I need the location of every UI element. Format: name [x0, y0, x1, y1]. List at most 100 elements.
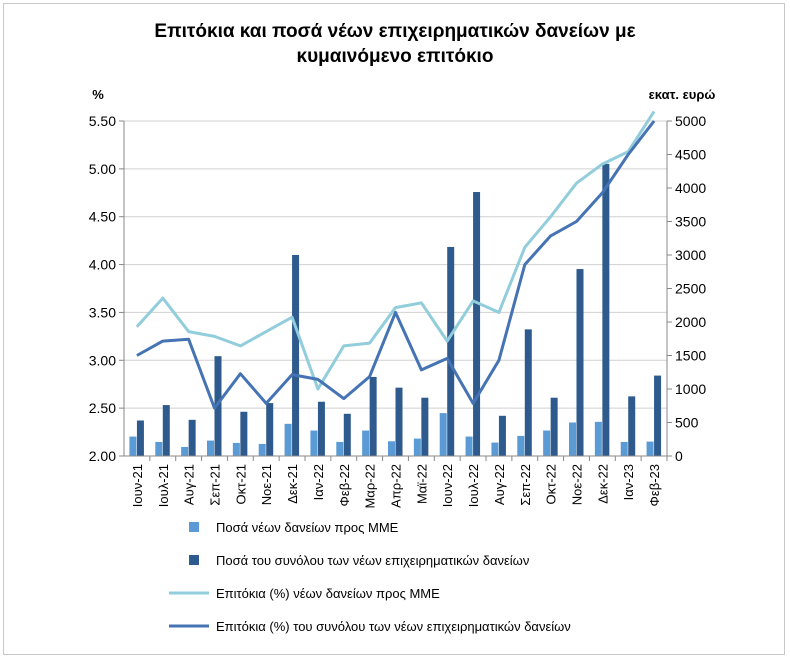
bar-sme-amount: [181, 446, 189, 456]
x-tick-label: Αυγ-21: [182, 464, 197, 505]
bar-total-amount: [654, 375, 662, 456]
bar-total-amount: [602, 163, 610, 456]
chart-title-line-2: κυμαινόμενο επιτόκιο: [297, 46, 494, 67]
bar-sme-amount: [310, 430, 318, 456]
bar-sme-amount: [439, 413, 447, 456]
right-axis-ticks: 0 500 1000 1500 2000 2500 3000 3500 4000 4500 5000: [667, 113, 706, 464]
x-tick-label: Απρ-22: [389, 464, 404, 508]
x-tick-label: Φεβ-23: [647, 464, 662, 506]
bar-sme-amount: [284, 423, 292, 456]
bar-total-amount: [576, 269, 584, 456]
right-tick-label: 5000: [675, 113, 706, 129]
right-axis-unit: εκατ. ευρώ: [649, 87, 716, 102]
right-tick-label: 1000: [675, 381, 706, 397]
bar-total-amount: [292, 255, 300, 456]
x-tick-label: Ιουλ-21: [156, 464, 171, 507]
bar-sme-amount: [388, 441, 395, 456]
bar-sme-amount: [129, 436, 137, 456]
right-tick-label: 500: [675, 415, 699, 431]
left-tick-label: 4.00: [89, 257, 116, 273]
bar-total-amount: [240, 411, 248, 456]
bar-sme-amount: [543, 430, 551, 456]
bar-sme-amount: [207, 440, 214, 456]
x-tick-label: Σεπ-22: [518, 464, 533, 506]
bar-marks: [129, 163, 662, 456]
legend: Ποσά νέων δανείων προς ΜΜΕ Ποσά του συνόλ…: [169, 520, 571, 634]
x-tick-label: Νοε-21: [259, 464, 274, 505]
right-tick-label: 3500: [675, 214, 706, 230]
left-axis-unit: %: [92, 87, 104, 102]
bar-sme-amount: [232, 442, 240, 456]
left-tick-label: 2.50: [89, 400, 116, 416]
left-tick-label: 4.50: [89, 209, 116, 225]
bar-sme-amount: [620, 441, 628, 456]
bar-sme-amount: [594, 421, 602, 456]
legend-swatch-sme-amount: [189, 522, 199, 532]
bar-sme-amount: [646, 441, 654, 456]
right-tick-label: 2500: [675, 281, 706, 297]
x-tick-label: Ιαν-22: [311, 464, 326, 500]
left-tick-label: 3.00: [89, 352, 116, 368]
line-total-rate: [136, 120, 656, 410]
bar-total-amount: [317, 401, 325, 456]
bar-total-amount: [188, 419, 196, 456]
bar-sme-amount: [362, 430, 370, 456]
bar-sme-amount: [465, 436, 473, 456]
bar-total-amount: [395, 387, 403, 456]
bar-total-amount: [266, 403, 274, 456]
bar-total-amount: [421, 397, 429, 456]
bar-total-amount: [343, 413, 351, 456]
left-tick-label: 5.00: [89, 161, 116, 177]
bar-total-amount: [550, 397, 558, 456]
left-tick-label: 3.50: [89, 304, 116, 320]
left-tick-label: 5.50: [89, 113, 116, 129]
x-tick-label: Μαρ-22: [363, 464, 378, 509]
right-tick-label: 3000: [675, 247, 706, 263]
bar-total-amount: [447, 246, 455, 456]
line-sme-rate: [135, 110, 656, 391]
x-tick-label: Ιουν-22: [440, 464, 455, 507]
bar-sme-amount: [569, 422, 576, 456]
x-tick-label: Αυγ-22: [492, 464, 507, 505]
legend-label: Ποσά του συνόλου των νέων επιχειρηματικώ…: [216, 553, 529, 568]
bar-sme-amount: [517, 435, 525, 456]
right-tick-label: 4000: [675, 180, 706, 196]
bar-total-amount: [369, 376, 377, 456]
bar-sme-amount: [336, 441, 344, 456]
left-tick-label: 2.00: [89, 448, 116, 464]
x-tick-label: Φεβ-22: [337, 464, 352, 506]
right-tick-label: 2000: [675, 314, 706, 330]
x-tick-label: Ιουλ-22: [466, 464, 481, 507]
x-tick-label: Νοε-22: [570, 464, 585, 505]
legend-label: Επιτόκια (%) νέων δανείων προς ΜΜΕ: [216, 586, 440, 601]
bar-total-amount: [473, 192, 481, 456]
left-axis-ticks: 2.00 2.50 3.00 3.50 4.00 4.50 5.00 5.50: [89, 113, 124, 464]
legend-label: Επιτόκια (%) του συνόλου των νέων επιχει…: [216, 619, 571, 634]
bar-sme-amount: [413, 438, 421, 456]
legend-swatch-total-amount: [189, 555, 199, 565]
right-tick-label: 0: [675, 448, 683, 464]
chart-title-line-1: Επιτόκια και ποσά νέων επιχειρηματικών δ…: [154, 21, 635, 42]
legend-label: Ποσά νέων δανείων προς ΜΜΕ: [216, 520, 399, 535]
bar-sme-amount: [258, 443, 266, 456]
x-tick-label: Δεκ-22: [595, 464, 610, 504]
x-axis-ticks: Ιουν-21 Ιουλ-21 Αυγ-21 Σεπ-21 Οκτ-21 Νοε-21 Δε…: [130, 456, 668, 509]
line-marks: [135, 110, 656, 410]
x-tick-label: Οκτ-22: [544, 464, 559, 505]
x-tick-label: Σεπ-21: [208, 464, 223, 506]
x-tick-label: Ιουν-21: [130, 464, 145, 507]
right-tick-label: 4500: [675, 147, 706, 163]
x-tick-label: Οκτ-21: [233, 464, 248, 505]
bar-total-amount: [628, 396, 636, 456]
bar-sme-amount: [491, 442, 499, 456]
bar-total-amount: [524, 329, 532, 456]
chart-frame: Επιτόκια και ποσά νέων επιχειρηματικών δ…: [3, 3, 785, 655]
bar-sme-amount: [155, 441, 163, 456]
bar-total-amount: [498, 415, 506, 456]
x-tick-label: Δεκ-21: [285, 464, 300, 504]
chart-svg: Επιτόκια και ποσά νέων επιχειρηματικών δ…: [89, 21, 716, 634]
x-tick-label: Μαϊ-22: [414, 464, 429, 504]
bar-total-amount: [162, 405, 170, 456]
right-tick-label: 1500: [675, 348, 706, 364]
axes: [123, 121, 668, 457]
